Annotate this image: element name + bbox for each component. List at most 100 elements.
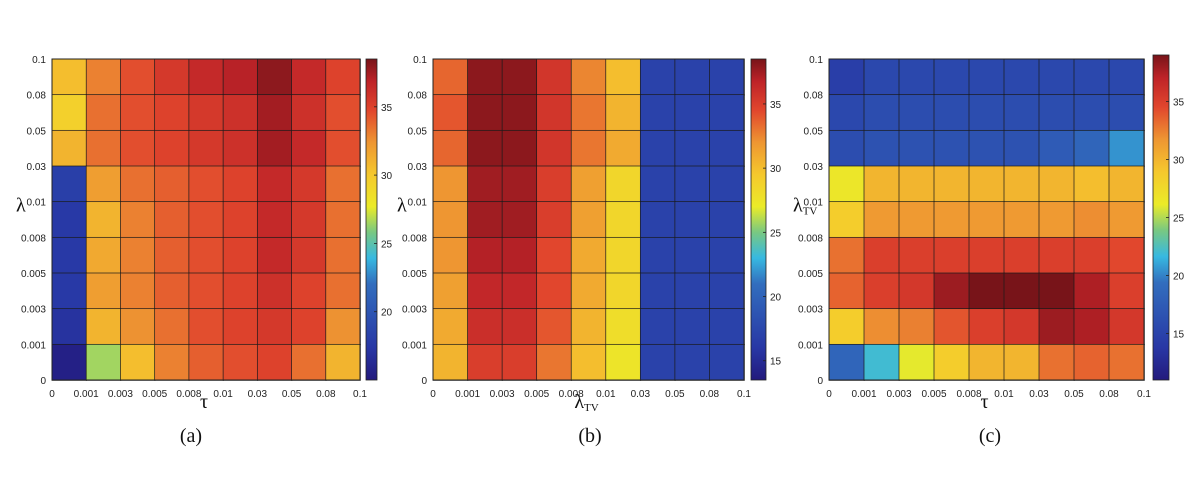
heatmap-cell bbox=[1073, 308, 1110, 346]
heatmap-cell bbox=[570, 343, 607, 381]
heatmap-cell bbox=[188, 201, 224, 239]
y-tick-label: 0.08 bbox=[408, 91, 428, 102]
heatmap-cell bbox=[863, 343, 900, 381]
heatmap-cell bbox=[674, 308, 711, 346]
heatmap-cell bbox=[51, 343, 87, 381]
heatmap-cell bbox=[1003, 343, 1040, 381]
y-axis-label: λ bbox=[397, 195, 407, 217]
heatmap-cell bbox=[709, 58, 745, 96]
x-tick-label: 0.08 bbox=[316, 389, 336, 400]
heatmap-cell bbox=[256, 201, 293, 239]
heatmap-cell bbox=[674, 236, 711, 274]
heatmap-cell bbox=[570, 272, 607, 310]
heatmap-cell bbox=[863, 308, 900, 346]
heatmap-cell bbox=[432, 201, 469, 239]
heatmap-cell bbox=[536, 236, 572, 274]
heatmap-cell bbox=[154, 129, 190, 167]
colorbar-tick-label: 30 bbox=[1173, 156, 1185, 167]
heatmap-cell bbox=[674, 129, 711, 167]
y-tick-label: 0.003 bbox=[798, 305, 823, 316]
heatmap-cell bbox=[501, 308, 538, 346]
heatmap-cell bbox=[325, 343, 361, 381]
x-tick-label: 0 bbox=[49, 389, 55, 400]
heatmap-cell bbox=[863, 165, 900, 203]
heatmap-cell bbox=[85, 308, 122, 346]
heatmap-cell bbox=[639, 272, 676, 310]
heatmap-cell bbox=[863, 94, 900, 132]
heatmap-cell bbox=[709, 236, 745, 274]
heatmap-cell bbox=[536, 58, 572, 96]
heatmap-cell bbox=[85, 165, 122, 203]
heatmap-cell bbox=[256, 236, 293, 274]
heatmap-cell bbox=[639, 308, 676, 346]
y-tick-label: 0.008 bbox=[21, 233, 46, 244]
heatmap-cell bbox=[639, 58, 676, 96]
heatmap-cell bbox=[501, 272, 538, 310]
heatmap-cell bbox=[467, 58, 503, 96]
heatmap-cell bbox=[154, 58, 190, 96]
heatmap-cell bbox=[1073, 129, 1110, 167]
heatmap-cell bbox=[1073, 94, 1110, 132]
heatmap-cell bbox=[968, 165, 1005, 203]
plot-frame bbox=[828, 58, 1145, 381]
colorbar-tick-label: 30 bbox=[381, 171, 393, 182]
y-tick-label: 0 bbox=[817, 376, 823, 387]
heatmap-cell bbox=[1003, 129, 1040, 167]
heatmap-cell bbox=[222, 129, 259, 167]
heatmap-cell bbox=[1038, 201, 1075, 239]
panel-caption: (c) bbox=[979, 425, 1001, 447]
heatmap-cells bbox=[432, 58, 745, 381]
plot-frame bbox=[432, 58, 745, 381]
heatmap-cell bbox=[1038, 343, 1075, 381]
heatmap-cell bbox=[120, 94, 156, 132]
heatmap-cell bbox=[154, 272, 190, 310]
heatmap-cell bbox=[501, 343, 538, 381]
heatmap-cell bbox=[51, 129, 87, 167]
heatmap-cell bbox=[1073, 343, 1110, 381]
heatmap-cell bbox=[1073, 272, 1110, 310]
x-tick-label: 0 bbox=[826, 389, 832, 400]
heatmap-cell bbox=[898, 201, 935, 239]
heatmap-cell bbox=[154, 165, 190, 203]
heatmap-cell bbox=[291, 308, 327, 346]
colorbar-tick-label: 35 bbox=[1173, 97, 1185, 108]
heatmap-cell bbox=[1003, 308, 1040, 346]
heatmap-cell bbox=[1108, 129, 1145, 167]
x-tick-label: 0.003 bbox=[108, 389, 133, 400]
heatmap-cell bbox=[1073, 165, 1110, 203]
y-tick-label: 0.08 bbox=[27, 91, 47, 102]
heatmap-cell bbox=[291, 94, 327, 132]
heatmap-cell bbox=[85, 201, 122, 239]
heatmap-cell bbox=[85, 343, 122, 381]
heatmap-cell bbox=[501, 236, 538, 274]
heatmap-cell bbox=[188, 129, 224, 167]
heatmap-cell bbox=[325, 201, 361, 239]
y-tick-label: 0.005 bbox=[402, 269, 427, 280]
colorbar bbox=[365, 58, 378, 381]
heatmap-cell bbox=[1038, 165, 1075, 203]
y-tick-label: 0 bbox=[421, 376, 427, 387]
heatmap-cell bbox=[467, 129, 503, 167]
heatmap-cell bbox=[188, 58, 224, 96]
heatmap-cell bbox=[536, 201, 572, 239]
heatmap-cell bbox=[291, 201, 327, 239]
heatmap-cell bbox=[536, 94, 572, 132]
heatmap-cell bbox=[933, 236, 970, 274]
heatmap-cell bbox=[467, 165, 503, 203]
heatmap-panel-2: 0 0.001 0.003 0.005 0.008 0.01 0.03 0.05 0.08 0.1… bbox=[397, 55, 782, 447]
y-tick-label: 0 bbox=[40, 376, 46, 387]
heatmap-cell bbox=[1038, 236, 1075, 274]
x-tick-label: 0.08 bbox=[700, 389, 720, 400]
heatmap-cell bbox=[828, 129, 865, 167]
heatmap-cell bbox=[1038, 94, 1075, 132]
heatmap-cell bbox=[467, 236, 503, 274]
heatmap-cell bbox=[291, 165, 327, 203]
heatmap-cell bbox=[432, 165, 469, 203]
heatmap-cell bbox=[605, 272, 642, 310]
x-tick-label: 0.001 bbox=[851, 389, 876, 400]
heatmap-cell bbox=[639, 343, 676, 381]
heatmap-cell bbox=[709, 308, 745, 346]
heatmap-cell bbox=[570, 308, 607, 346]
y-tick-label: 0.005 bbox=[798, 269, 823, 280]
